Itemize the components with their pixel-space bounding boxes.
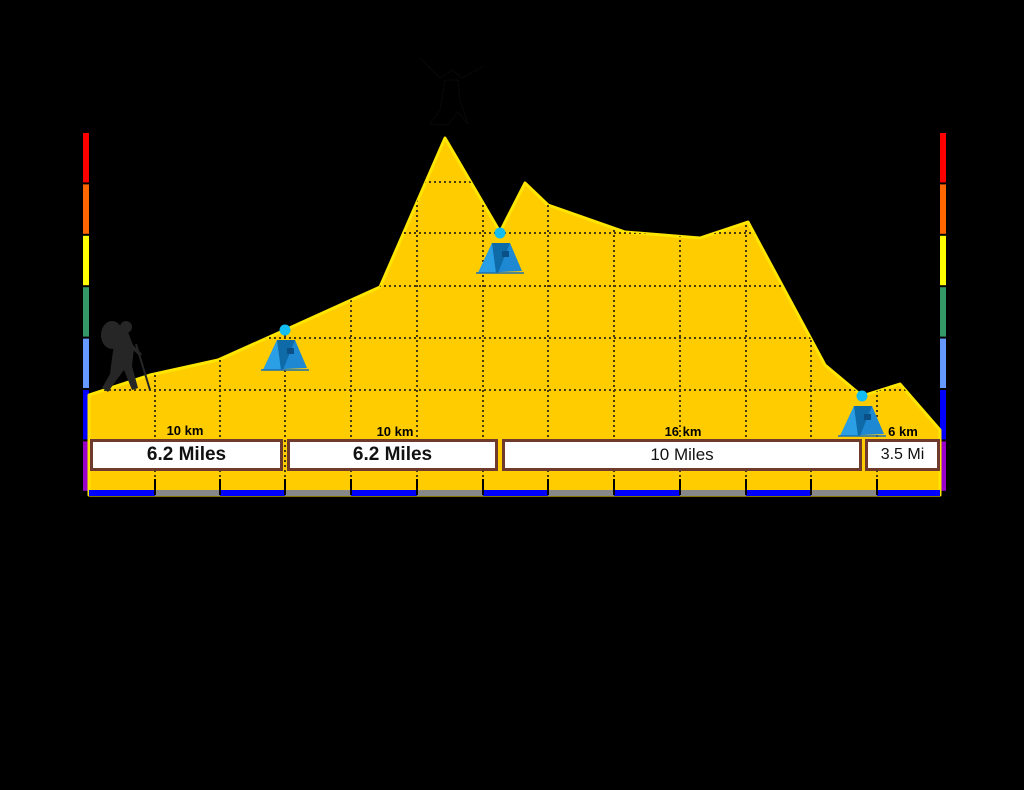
- scale-band-green: [940, 287, 946, 337]
- segment-4-km-label: 6 km: [888, 424, 918, 439]
- scale-band-purple: [940, 441, 946, 491]
- segment-2-miles-box: 6.2 Miles: [287, 439, 498, 471]
- hiker-silhouette-icon: [101, 321, 151, 392]
- scale-band-red: [940, 133, 946, 183]
- scale-band-purple: [83, 441, 89, 491]
- scale-band-blue: [940, 390, 946, 440]
- segment-4-miles-box: 3.5 Mi: [865, 439, 940, 471]
- camp-3-tent-icon: [837, 390, 887, 437]
- segment-3-km-label: 16 km: [664, 424, 702, 439]
- scale-band-orange: [83, 184, 89, 234]
- segment-1-miles-label: 6.2 Miles: [146, 444, 227, 465]
- scale-band-yellow: [940, 235, 946, 286]
- segment-3-miles-box: 10 Miles: [502, 439, 862, 471]
- scale-band-light-blue: [83, 338, 89, 388]
- segment-4-miles-label: 3.5 Mi: [880, 446, 925, 463]
- segment-1-km-label: 10 km: [166, 423, 204, 438]
- altitude-scale-left: [83, 133, 89, 491]
- campsites: [260, 227, 887, 437]
- scale-band-light-blue: [940, 338, 946, 388]
- camp-1-tent-icon: [260, 324, 310, 371]
- scale-band-orange: [940, 184, 946, 234]
- segment-2-km-label: 10 km: [376, 424, 414, 439]
- distance-axis: [89, 479, 940, 496]
- camp-2-tent-icon: [475, 227, 525, 274]
- scale-band-red: [83, 133, 89, 183]
- segment-2-miles-label: 6.2 Miles: [352, 444, 433, 465]
- segment-1-miles-box: 6.2 Miles: [90, 439, 283, 471]
- scale-band-green: [83, 287, 89, 337]
- segment-3-miles-label: 10 Miles: [650, 445, 714, 464]
- altitude-scale-right: [940, 133, 946, 491]
- scale-band-yellow: [83, 235, 89, 286]
- scale-band-blue: [83, 390, 89, 440]
- summit-celebration-icon: [419, 57, 485, 126]
